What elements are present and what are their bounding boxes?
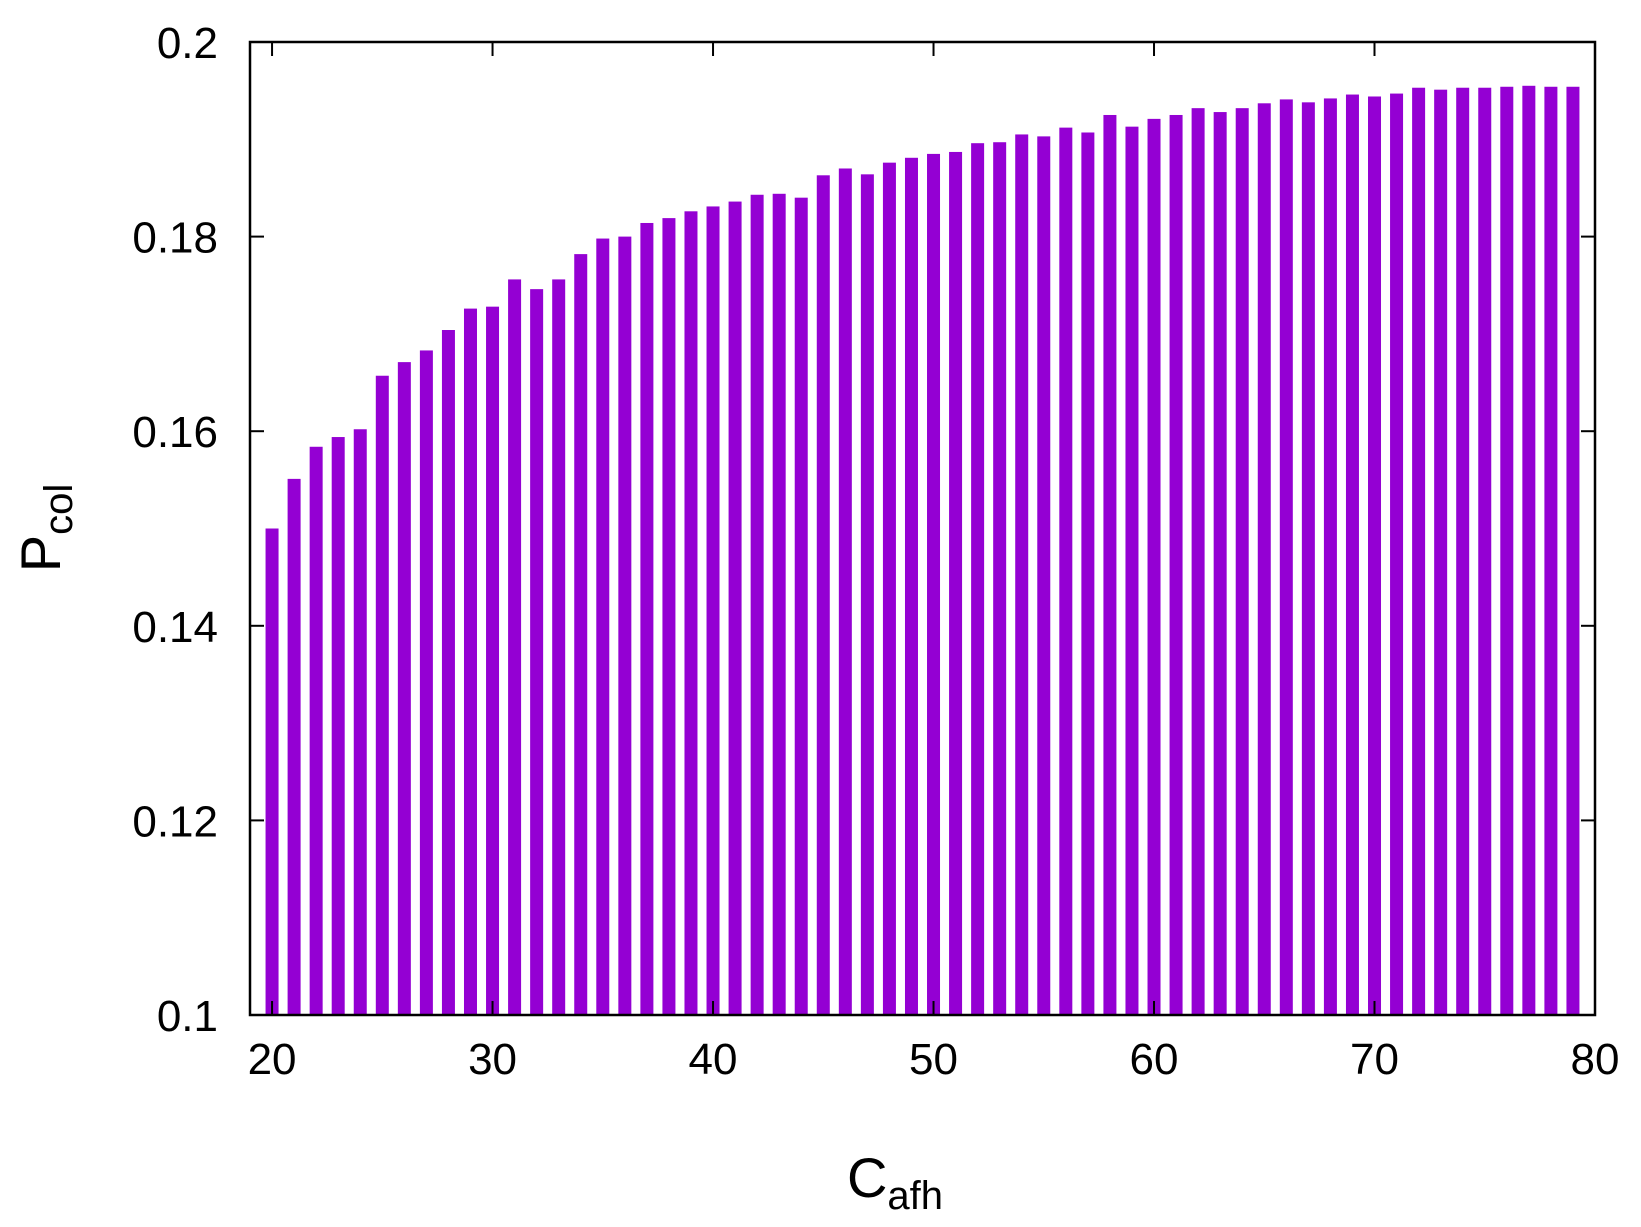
y-axis-title-sub: col [37, 484, 81, 535]
bar [1191, 108, 1205, 1015]
bar [838, 168, 852, 1016]
bar [463, 308, 477, 1016]
bar [772, 193, 786, 1016]
bar [419, 350, 433, 1015]
bar [860, 174, 874, 1015]
bar [618, 236, 632, 1016]
y-tick-label: 0.14 [132, 603, 218, 652]
bar [596, 238, 610, 1016]
x-axis-title: Cafh [847, 1146, 943, 1218]
bar [287, 478, 301, 1015]
tick-labels-group: 20 30 40 50 60 70 80 0.1 0.12 0.14 0.16 0.18 0.2 [132, 19, 1619, 1084]
bar [1522, 85, 1536, 1016]
y-axis-title-main: P [9, 535, 72, 572]
bar [1368, 96, 1382, 1016]
bar [486, 306, 500, 1015]
plot-frame [248, 40, 1597, 1017]
bar [1235, 108, 1249, 1015]
bar [1015, 134, 1029, 1015]
x-tick-label: 80 [1571, 1035, 1620, 1084]
bar [1390, 93, 1404, 1015]
bar [441, 330, 455, 1015]
bar [1478, 87, 1492, 1016]
bar [684, 211, 698, 1016]
bar [750, 194, 764, 1015]
bar [1500, 86, 1514, 1015]
bar [375, 375, 389, 1015]
bar [1169, 114, 1183, 1016]
bar [530, 289, 544, 1015]
bar [728, 201, 742, 1015]
ticks-group [250, 41, 1596, 1016]
bar [574, 254, 588, 1016]
bar [971, 143, 985, 1015]
bar [1301, 102, 1315, 1015]
bar [706, 206, 720, 1015]
bar [882, 162, 896, 1015]
bar [640, 222, 654, 1016]
y-tick-label: 0.2 [157, 19, 218, 68]
bar [331, 437, 345, 1015]
bar [1456, 87, 1470, 1016]
bar [265, 528, 279, 1015]
x-tick-label: 40 [689, 1035, 738, 1084]
x-tick-label: 30 [468, 1035, 517, 1084]
y-tick-label: 0.12 [132, 797, 218, 846]
x-axis-title-sub: afh [887, 1174, 943, 1218]
y-tick-label: 0.1 [157, 992, 218, 1041]
x-tick-label: 20 [248, 1035, 297, 1084]
bar [662, 218, 676, 1016]
bar [1213, 112, 1227, 1015]
x-tick-label: 70 [1350, 1035, 1399, 1084]
y-tick-label: 0.16 [132, 408, 218, 457]
x-tick-label: 60 [1130, 1035, 1179, 1084]
bar [1323, 98, 1337, 1016]
bar [794, 197, 808, 1015]
bar [1081, 132, 1095, 1016]
x-tick-label: 50 [909, 1035, 958, 1084]
bar [1566, 86, 1580, 1015]
bar [1103, 114, 1117, 1016]
bar [1412, 87, 1426, 1016]
y-axis-title: Pcol [9, 484, 81, 573]
bar [927, 153, 941, 1015]
bar [993, 142, 1007, 1016]
bar [1147, 118, 1161, 1016]
bar [949, 151, 963, 1015]
y-tick-label: 0.18 [132, 214, 218, 263]
bar [1345, 94, 1359, 1016]
bar [1125, 126, 1139, 1015]
bar [816, 175, 830, 1016]
bar [1037, 136, 1051, 1015]
bar [904, 157, 918, 1016]
bar [552, 279, 566, 1015]
bar [1434, 89, 1448, 1016]
bar [353, 429, 367, 1015]
bar [508, 279, 522, 1015]
bar [1279, 99, 1293, 1015]
x-axis-title-main: C [847, 1146, 887, 1209]
bar [397, 362, 411, 1015]
bar [1257, 103, 1271, 1016]
bar [1544, 86, 1558, 1015]
bars-group [265, 85, 1580, 1016]
bar [309, 446, 323, 1015]
bar [1059, 127, 1073, 1016]
